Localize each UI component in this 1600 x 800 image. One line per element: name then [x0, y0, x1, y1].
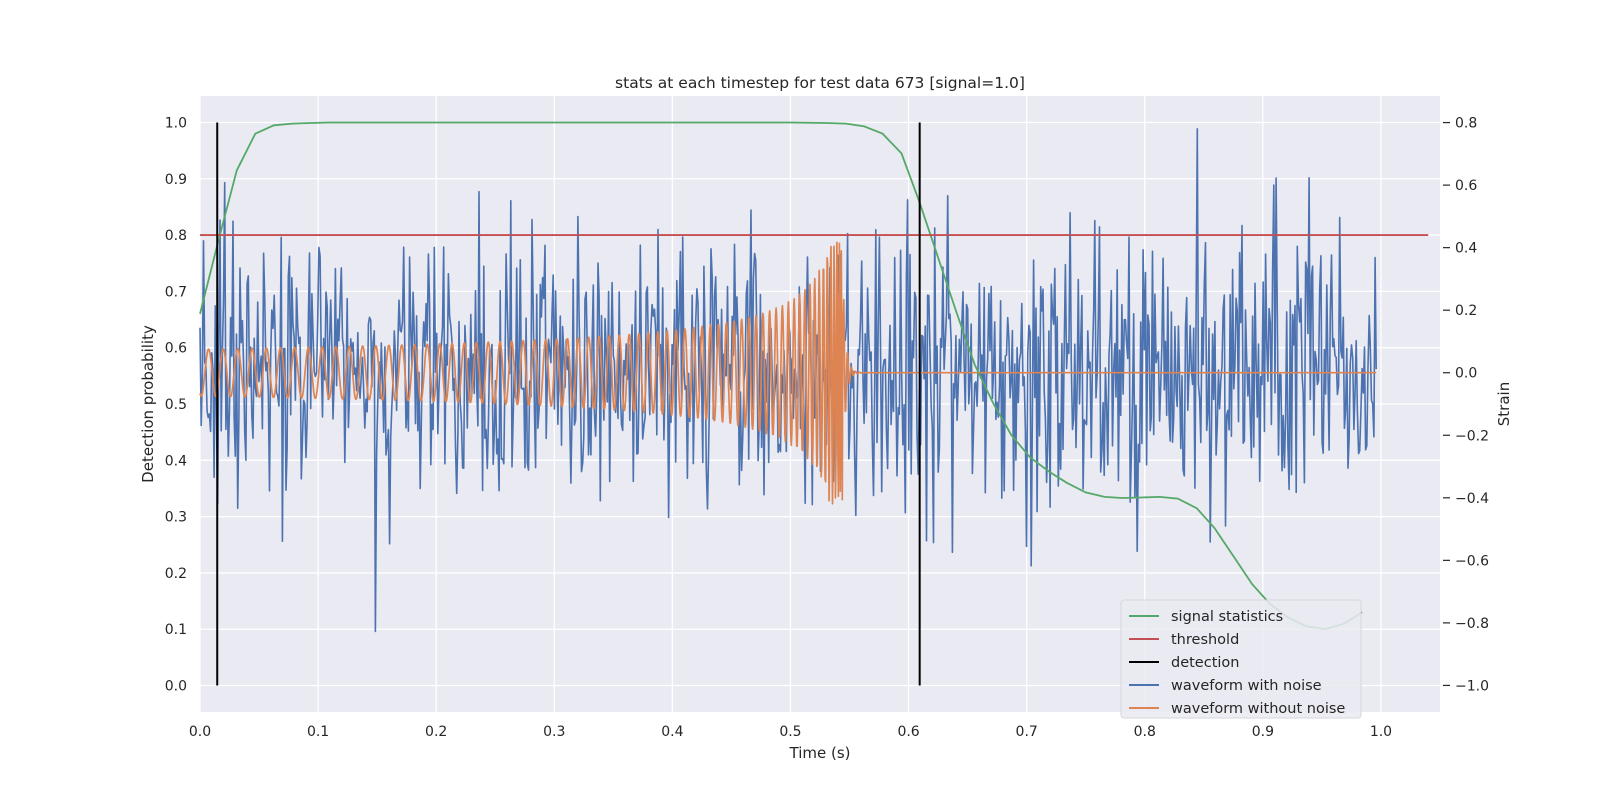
y2-tick-label: −1.0 — [1455, 678, 1489, 694]
y-tick-label: 0.7 — [165, 284, 187, 300]
x-tick-label: 1.0 — [1370, 724, 1392, 740]
x-tick-label: 0.7 — [1016, 724, 1038, 740]
chart-title: stats at each timestep for test data 673… — [615, 74, 1025, 92]
y-tick-label: 0.5 — [165, 397, 187, 413]
y-axis-label: Detection probability — [139, 325, 157, 483]
x-tick-label: 0.9 — [1252, 724, 1274, 740]
y2-tick-label: 0.8 — [1455, 116, 1477, 132]
y-tick-label: 0.0 — [165, 679, 187, 695]
x-tick-label: 0.2 — [425, 724, 447, 740]
x-tick-label: 0.8 — [1134, 724, 1156, 740]
axes: 0.0 0.1 0.2 0.3 0.4 0.5 0.6 0.7 0.8 0.9 1.0 0.0 0.1 0… — [165, 115, 1489, 740]
legend: signal statistics threshold detection wavef… — [1120, 599, 1362, 719]
y2-tick-label: −0.2 — [1455, 428, 1489, 444]
y2-tick-label: −0.4 — [1455, 491, 1489, 507]
y2-tick-label: −0.6 — [1455, 553, 1489, 569]
legend-box — [1120, 599, 1362, 719]
series-layer — [199, 121, 1429, 686]
y-tick-label: 0.3 — [165, 510, 187, 526]
legend-label: threshold — [1171, 632, 1239, 648]
x-tick-label: 0.4 — [661, 724, 683, 740]
x-tick-label: 0.3 — [543, 724, 565, 740]
legend-label: waveform without noise — [1171, 701, 1345, 717]
series-signal-statistics — [199, 121, 1363, 631]
y2-tick-label: −0.8 — [1455, 616, 1489, 632]
legend-label: waveform with noise — [1171, 678, 1322, 694]
x-tick-label: 0.5 — [779, 724, 801, 740]
x-tick-label: 0.1 — [307, 724, 329, 740]
x-tick-label: 0.0 — [189, 724, 211, 740]
y-tick-label: 0.2 — [165, 566, 187, 582]
x-axis-label: Time (s) — [789, 744, 851, 762]
y-tick-label: 0.8 — [165, 228, 187, 244]
legend-label: detection — [1171, 655, 1239, 671]
series-waveform-without-noise — [199, 241, 1377, 505]
y2-axis-label: Strain — [1495, 382, 1513, 426]
y2-tick-label: 0.6 — [1455, 178, 1477, 194]
y2-tick-label: 0.2 — [1455, 303, 1477, 319]
y-tick-label: 0.9 — [165, 172, 187, 188]
y-tick-label: 0.4 — [165, 453, 187, 469]
y-tick-label: 0.1 — [165, 622, 187, 638]
x-tick-label: 0.6 — [897, 724, 919, 740]
y-tick-label: 1.0 — [165, 115, 187, 131]
legend-label: signal statistics — [1171, 609, 1283, 625]
y2-tick-label: 0.4 — [1455, 241, 1477, 257]
y-tick-label: 0.6 — [165, 341, 187, 357]
y2-tick-label: 0.0 — [1455, 366, 1477, 382]
